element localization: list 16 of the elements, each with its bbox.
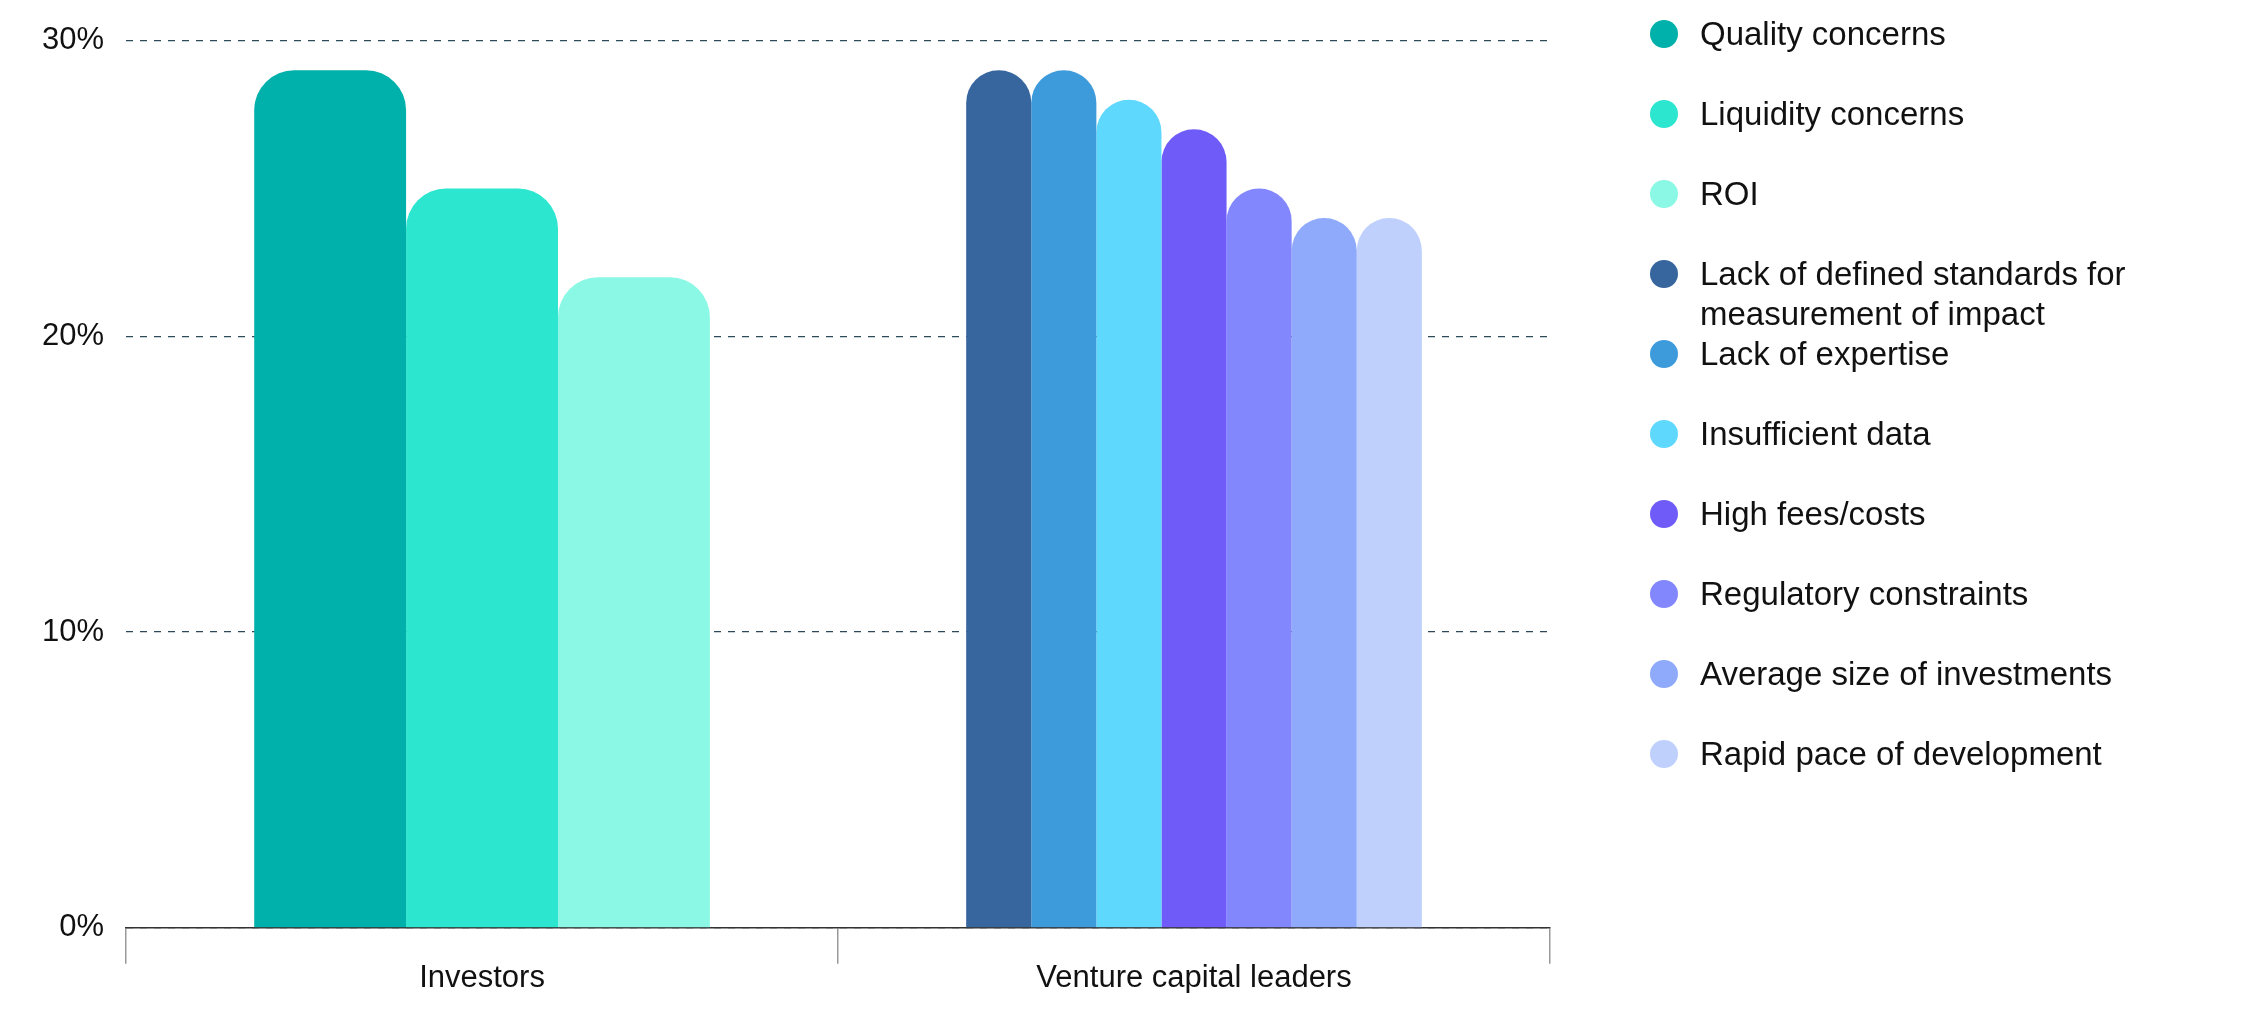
legend-label: Lack of expertise bbox=[1700, 334, 1950, 374]
legend-label: Insufficient data bbox=[1700, 414, 1931, 454]
x-tick-label: Venture capital leaders bbox=[1036, 958, 1352, 994]
y-tick-label: 30% bbox=[42, 21, 105, 57]
legend-label: Average size of investments bbox=[1700, 654, 2113, 694]
y-tick-label: 20% bbox=[42, 316, 105, 352]
x-tick-label: Investors bbox=[419, 958, 545, 994]
legend-label: Quality concerns bbox=[1700, 14, 1946, 54]
y-tick-label: 10% bbox=[42, 612, 105, 648]
legend-label: Lack of defined standards for measurement of impact bbox=[1700, 254, 2127, 334]
legend-label: ROI bbox=[1700, 174, 1759, 214]
legend-label: Liquidity concerns bbox=[1700, 94, 1965, 134]
legend-label: Regulatory constraints bbox=[1700, 574, 2029, 614]
legend-label: High fees/costs bbox=[1700, 494, 1926, 534]
y-tick-label: 0% bbox=[59, 908, 105, 944]
legend-label: Rapid pace of development bbox=[1700, 734, 2102, 774]
